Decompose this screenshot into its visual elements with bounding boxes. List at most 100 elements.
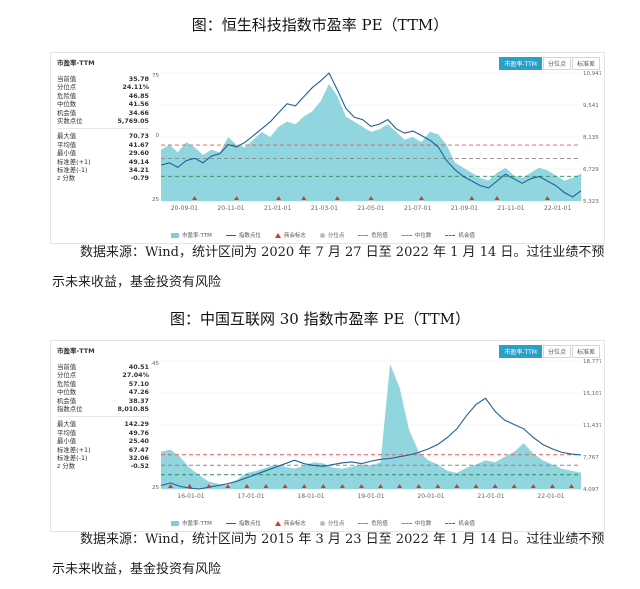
x-tick-label: 21-09-01 bbox=[451, 205, 478, 212]
legend-item[interactable]: 市盈率-TTM bbox=[171, 519, 212, 527]
legend-swatch-icon bbox=[171, 520, 179, 526]
chart-panel-hstech: 市盈率-TTM 市盈率-TTM 分位点 标准差 当前值 35.78 分位点 24.11… bbox=[50, 52, 605, 244]
stat-value: 24.11% bbox=[122, 83, 149, 92]
stat-value: 40.51 bbox=[128, 363, 149, 371]
stat-row: 最小值 25.40 bbox=[57, 437, 149, 445]
stat-label: 中位数 bbox=[57, 388, 77, 397]
x-tick-label: 21-05-01 bbox=[357, 205, 384, 212]
event-marker-icon bbox=[568, 484, 574, 488]
stat-label: 平均值 bbox=[57, 140, 77, 149]
stat-label: 分位点 bbox=[57, 83, 77, 92]
legend-item[interactable]: 商会标志 bbox=[274, 231, 306, 239]
stat-row: 最大值 142.29 bbox=[57, 420, 149, 428]
y-right-tick-label: 18,777 bbox=[583, 359, 601, 365]
legend-item[interactable]: 指数点位 bbox=[225, 519, 261, 527]
x-tick-label: 18-01-01 bbox=[297, 493, 324, 500]
pe-chart: 16-01-01 17-01-01 18-01-01 19-01-01 20-01-01… bbox=[151, 359, 601, 500]
legend-item[interactable]: 机会值 bbox=[445, 519, 475, 527]
stat-row: 当前值 35.78 bbox=[57, 75, 149, 83]
stats-panel: 当前值 35.78 分位点 24.11% 危险值 46.85 中位数 41.56 机会值 34.6… bbox=[57, 75, 149, 183]
event-marker-icon bbox=[320, 484, 326, 488]
tab-percentile[interactable]: 分位点 bbox=[542, 345, 571, 358]
legend-item[interactable]: 分位点 bbox=[319, 519, 344, 527]
legend-item[interactable]: 分位点 bbox=[319, 231, 344, 239]
legend-swatch-icon bbox=[445, 522, 456, 524]
stat-row: z 分数 -0.79 bbox=[57, 174, 149, 182]
stat-row: 机会值 38.37 bbox=[57, 397, 149, 405]
stat-label: 最大值 bbox=[57, 420, 77, 429]
legend-item[interactable]: 指数点位 bbox=[225, 231, 261, 239]
stat-value: 67.47 bbox=[128, 445, 149, 454]
legend-label: 中位数 bbox=[414, 233, 432, 239]
legend-item[interactable]: 危险值 bbox=[358, 231, 388, 239]
stat-row: 中位数 41.56 bbox=[57, 100, 149, 108]
event-marker-icon bbox=[416, 484, 422, 488]
figure-title-hstech: 图：恒生科技指数市盈率 PE（TTM） bbox=[191, 16, 449, 34]
legend-label: 商会标志 bbox=[283, 233, 306, 239]
stat-row: 危险值 57.10 bbox=[57, 380, 149, 388]
stat-label: 危险值 bbox=[57, 91, 77, 100]
stat-row: 标准差(-1) 34.21 bbox=[57, 166, 149, 174]
legend-item[interactable]: 危险值 bbox=[358, 519, 388, 527]
stat-value: 41.56 bbox=[128, 100, 149, 109]
chart-tabs: 市盈率-TTM 分位点 标准差 bbox=[498, 345, 600, 358]
legend-swatch-icon bbox=[274, 232, 281, 238]
y-right-tick-label: 8,135 bbox=[583, 135, 599, 141]
x-tick-label: 21-01-01 bbox=[477, 493, 504, 500]
stat-label: 最小值 bbox=[57, 437, 77, 446]
event-marker-icon bbox=[339, 484, 345, 488]
tab-pe-ttm[interactable]: 市盈率-TTM bbox=[499, 57, 542, 70]
legend-swatch-icon bbox=[171, 232, 179, 238]
event-marker-icon bbox=[530, 484, 536, 488]
stat-label: 危险值 bbox=[57, 379, 77, 388]
stat-label: 分位点 bbox=[57, 371, 77, 380]
legend-item[interactable]: 市盈率-TTM bbox=[171, 231, 212, 239]
stat-label: 当前值 bbox=[57, 363, 77, 371]
stat-value: 46.85 bbox=[128, 91, 149, 100]
stat-value: 41.67 bbox=[128, 140, 149, 149]
stat-value: -0.52 bbox=[130, 462, 149, 471]
stat-row: 分位点 24.11% bbox=[57, 83, 149, 91]
legend-item[interactable]: 机会值 bbox=[445, 231, 475, 239]
event-marker-icon bbox=[168, 484, 174, 488]
event-marker-icon bbox=[469, 196, 475, 200]
event-marker-icon bbox=[397, 484, 403, 488]
stat-value: 57.10 bbox=[128, 379, 149, 388]
stat-value: 32.06 bbox=[128, 453, 149, 462]
event-marker-icon bbox=[276, 196, 282, 200]
event-marker-icon bbox=[301, 196, 307, 200]
tab-stddev[interactable]: 标准差 bbox=[571, 345, 600, 358]
event-marker-icon bbox=[435, 484, 441, 488]
data-source-note-2: 数据来源：Wind，统计区间为 2015 年 3 月 23 日至 2022 年 … bbox=[52, 532, 605, 577]
chart-legend: 市盈率-TTM 指数点位 商会标志 分位点 危险值 中位数 机会值 bbox=[171, 519, 489, 527]
stat-value: 142.29 bbox=[124, 420, 149, 429]
legend-item[interactable]: 中位数 bbox=[401, 519, 431, 527]
event-marker-icon bbox=[192, 196, 198, 200]
legend-label: 市盈率-TTM bbox=[182, 521, 212, 527]
index-line-series bbox=[160, 72, 582, 198]
y-right-tick-label: 11,437 bbox=[583, 423, 601, 429]
tab-percentile[interactable]: 分位点 bbox=[542, 57, 571, 70]
stat-row: 标准差(+1) 67.47 bbox=[57, 446, 149, 454]
event-marker-icon bbox=[544, 196, 550, 200]
tab-pe-ttm[interactable]: 市盈率-TTM bbox=[499, 345, 542, 358]
stat-row: 最小值 29.60 bbox=[57, 149, 149, 157]
event-marker-icon bbox=[244, 484, 250, 488]
x-tick-label: 20-01-01 bbox=[417, 493, 444, 500]
stat-value: 49.76 bbox=[128, 428, 149, 437]
legend-item[interactable]: 中位数 bbox=[401, 231, 432, 239]
stat-value: 27.04% bbox=[122, 371, 149, 380]
tab-stddev[interactable]: 标准差 bbox=[571, 57, 600, 70]
stat-label: 机会值 bbox=[57, 108, 77, 117]
y-left-tick-label: 75 bbox=[152, 73, 159, 79]
stats-top: 当前值 40.51 分位点 27.04% 危险值 57.10 中位数 47.26 机会值 38.3… bbox=[57, 363, 149, 413]
stat-label: 实数点位 bbox=[57, 116, 83, 125]
event-marker-icon bbox=[282, 484, 288, 488]
event-marker-icon bbox=[263, 484, 269, 488]
legend-item[interactable]: 商会标志 bbox=[274, 519, 306, 527]
stat-label: 中位数 bbox=[57, 100, 77, 109]
stat-value: 25.40 bbox=[128, 437, 149, 446]
y-right-tick-label: 5,323 bbox=[583, 199, 599, 205]
x-tick-label: 20-09-01 bbox=[171, 205, 198, 212]
stat-row: 标准差(+1) 49.14 bbox=[57, 158, 149, 166]
